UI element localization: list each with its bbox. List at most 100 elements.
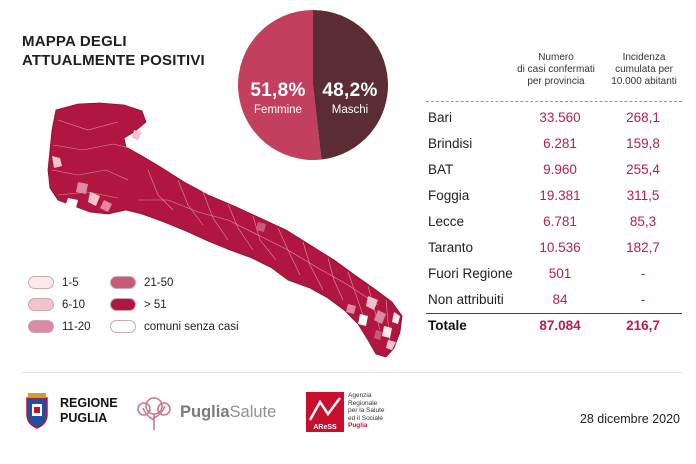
province-name: Fuori Regione — [428, 266, 513, 281]
pie-slice-femmine — [238, 10, 322, 160]
legend-item-11-20: 11-20 — [28, 320, 91, 333]
legend-swatch — [28, 320, 54, 333]
legend-item-1-5: 1-5 — [28, 276, 79, 289]
legend-label: 6-10 — [62, 298, 86, 311]
total-label: Totale — [428, 318, 467, 333]
title-line-1: MAPPA DEGLI — [22, 33, 127, 50]
puglia-salute-logo: PugliaSalute — [134, 392, 276, 432]
province-incidence: 311,5 — [626, 188, 660, 203]
map-title: MAPPA DEGLI ATTUALMENTE POSITIVI — [22, 32, 242, 70]
puglia-map — [38, 100, 418, 360]
province-incidence: 268,1 — [626, 110, 660, 125]
province-name: Bari — [428, 110, 453, 125]
table-row-total: Totale 87.084 216,7 — [428, 314, 682, 340]
salute-light: Salute — [229, 402, 277, 421]
column-header-incidence: Incidenza cumulata per 10.000 abitanti — [604, 52, 684, 88]
pie-name-femmine: Femmine — [254, 104, 302, 116]
pie-name-maschi: Maschi — [331, 104, 369, 116]
province-cases: 6.781 — [543, 214, 577, 229]
legend-swatch — [110, 276, 136, 289]
title-line-2: ATTUALMENTE POSITIVI — [22, 52, 205, 69]
aress-line-3: per la Salute — [348, 407, 385, 414]
province-cases: 84 — [552, 292, 568, 307]
aress-line-4: ed il Sociale — [348, 414, 384, 422]
province-cases: 6.281 — [543, 136, 577, 151]
table-row: Lecce 6.781 85,3 — [428, 210, 682, 236]
header-inc-line-1: Incidenza — [622, 52, 666, 63]
province-cases: 19.381 — [539, 188, 581, 203]
province-incidence: 85,3 — [629, 214, 657, 229]
legend-swatch — [28, 276, 54, 289]
aress-line-2: Regionale — [348, 399, 378, 407]
province-cases: 9.960 — [543, 162, 577, 177]
gender-pie-chart: 51,8% Femmine 48,2% Maschi — [238, 10, 388, 160]
puglia-salute-text: PugliaSalute — [180, 403, 276, 422]
map-legend: 1-5 6-10 11-20 21-50 > 51 comuni senza c… — [28, 276, 288, 338]
legend-item-no-cases: comuni senza casi — [110, 320, 239, 333]
table-row: Taranto 10.536 182,7 — [428, 236, 682, 262]
regione-puglia-logo: REGIONE PUGLIA — [22, 392, 118, 430]
table-row: Foggia 19.381 311,5 — [428, 184, 682, 210]
column-header-cases: Numero di casi confermati per provincia — [508, 52, 604, 88]
header-inc-line-3: 10.000 abitanti — [611, 76, 677, 87]
header-cases-line-2: di casi confermati — [517, 64, 595, 75]
table-row: Fuori Regione 501 - — [428, 262, 682, 288]
total-divider — [426, 313, 682, 314]
province-name: BAT — [428, 162, 454, 177]
legend-swatch — [110, 320, 136, 333]
aress-mark-text: AReSS — [313, 424, 337, 431]
aress-line-5: Puglia — [348, 422, 368, 429]
regione-line-1: REGIONE — [60, 396, 118, 410]
aress-logo: AReSS Agenzia Regionale per la Salute ed… — [306, 392, 408, 432]
aress-mark-icon: AReSS — [306, 392, 344, 432]
pie-label-femmine: 51,8% Femmine — [242, 80, 314, 116]
province-incidence: 182,7 — [626, 240, 660, 255]
total-incidence: 216,7 — [626, 318, 660, 333]
header-inc-line-2: cumulata per — [615, 64, 673, 75]
legend-label: > 51 — [144, 298, 167, 311]
aress-line-1: Agenzia — [348, 392, 372, 399]
legend-item-over-51: > 51 — [110, 298, 167, 311]
puglia-map-svg — [47, 102, 403, 358]
legend-label: 1-5 — [62, 276, 79, 289]
total-cases: 87.084 — [539, 318, 581, 333]
legend-label: 21-50 — [144, 276, 174, 289]
tree-icon — [137, 397, 171, 430]
regione-line-2: PUGLIA — [60, 411, 108, 425]
pie-label-maschi: 48,2% Maschi — [314, 80, 386, 116]
province-name: Brindisi — [428, 136, 473, 151]
puglia-bold: Puglia — [180, 402, 230, 421]
pie-pct-femmine: 51,8% — [250, 80, 306, 101]
regione-crest-icon — [26, 393, 48, 429]
legend-item-21-50: 21-50 — [110, 276, 173, 289]
province-cases: 501 — [548, 266, 572, 281]
table-row: Brindisi 6.281 159,8 — [428, 132, 682, 158]
province-incidence: - — [640, 292, 646, 307]
province-cases: 33.560 — [539, 110, 581, 125]
legend-swatch — [28, 298, 54, 311]
municipality-borders — [51, 119, 391, 346]
footer-divider — [22, 372, 682, 373]
aress-text: Agenzia Regionale per la Salute ed il So… — [348, 392, 408, 430]
province-incidence: - — [640, 266, 646, 281]
low-value-municipalities — [52, 130, 400, 350]
legend-item-6-10: 6-10 — [28, 298, 85, 311]
table-row: BAT 9.960 255,4 — [428, 158, 682, 184]
province-name: Non attribuiti — [428, 292, 504, 307]
pie-pct-maschi: 48,2% — [322, 80, 378, 101]
province-incidence: 159,8 — [626, 136, 660, 151]
province-cases: 10.536 — [539, 240, 581, 255]
header-cases-line-1: Numero — [538, 52, 574, 63]
table-row: Non attribuiti 84 - — [428, 288, 682, 314]
province-name: Foggia — [428, 188, 470, 203]
table-row: Bari 33.560 268,1 — [428, 106, 682, 132]
pie-slice-maschi — [313, 10, 388, 160]
legend-label: 11-20 — [62, 320, 91, 333]
province-incidence: 255,4 — [626, 162, 660, 177]
header-cases-line-3: per provincia — [527, 76, 585, 87]
header-divider — [426, 101, 682, 102]
report-date: 28 dicembre 2020 — [579, 412, 680, 426]
province-name: Taranto — [428, 240, 474, 255]
legend-swatch — [110, 298, 136, 311]
pie-svg — [238, 10, 388, 160]
